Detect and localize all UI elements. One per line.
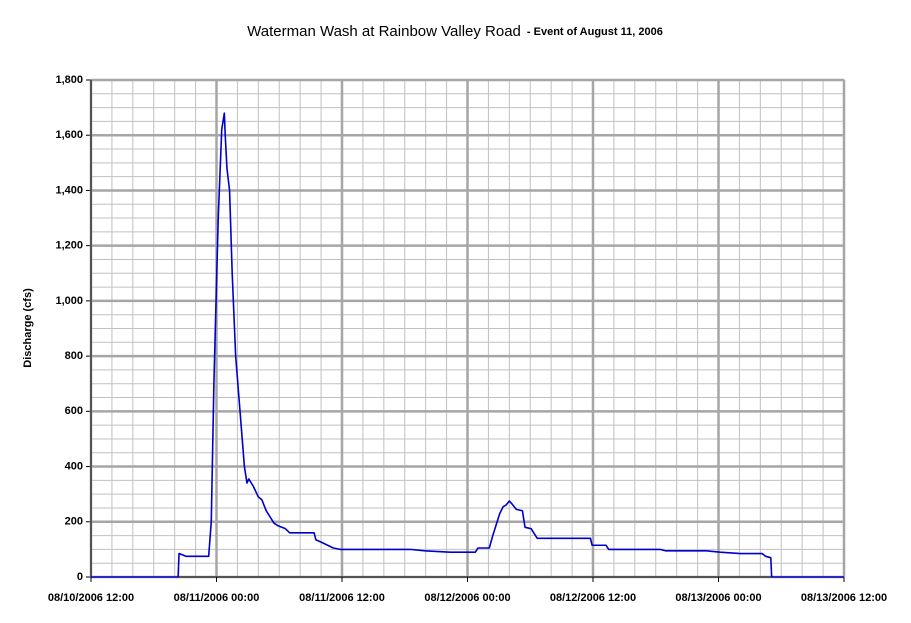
x-tick-label: 08/11/2006 12:00 (299, 592, 385, 604)
y-tick-label: 1,600 (55, 129, 83, 141)
chart-title-group: Waterman Wash at Rainbow Valley Road - Ev… (247, 23, 663, 40)
y-tick-label: 1,400 (55, 184, 83, 196)
x-tick-label: 08/11/2006 00:00 (174, 592, 260, 604)
chart-title: Waterman Wash at Rainbow Valley Road (247, 23, 521, 40)
y-tick-label: 0 (77, 571, 83, 583)
x-tick-label: 08/10/2006 12:00 (48, 592, 134, 604)
y-tick-label: 1,800 (55, 74, 83, 86)
chart-subtitle: - Event of August 11, 2006 (527, 26, 663, 38)
y-tick-label: 1,000 (55, 295, 83, 307)
x-tick-label: 08/12/2006 00:00 (424, 592, 510, 604)
y-tick-label: 200 (65, 516, 83, 528)
data-line (91, 112, 844, 578)
y-tick-label: 800 (65, 350, 83, 362)
y-tick-label: 1,200 (55, 240, 83, 252)
y-axis-label: Discharge (cfs) (22, 288, 34, 368)
grid (86, 78, 846, 582)
plot (91, 112, 844, 578)
y-tick-label: 600 (65, 405, 83, 417)
y-tick-label: 400 (65, 460, 83, 472)
x-tick-label: 08/13/2006 12:00 (801, 592, 887, 604)
x-tick-label: 08/12/2006 12:00 (550, 592, 636, 604)
x-tick-label: 08/13/2006 00:00 (675, 592, 761, 604)
